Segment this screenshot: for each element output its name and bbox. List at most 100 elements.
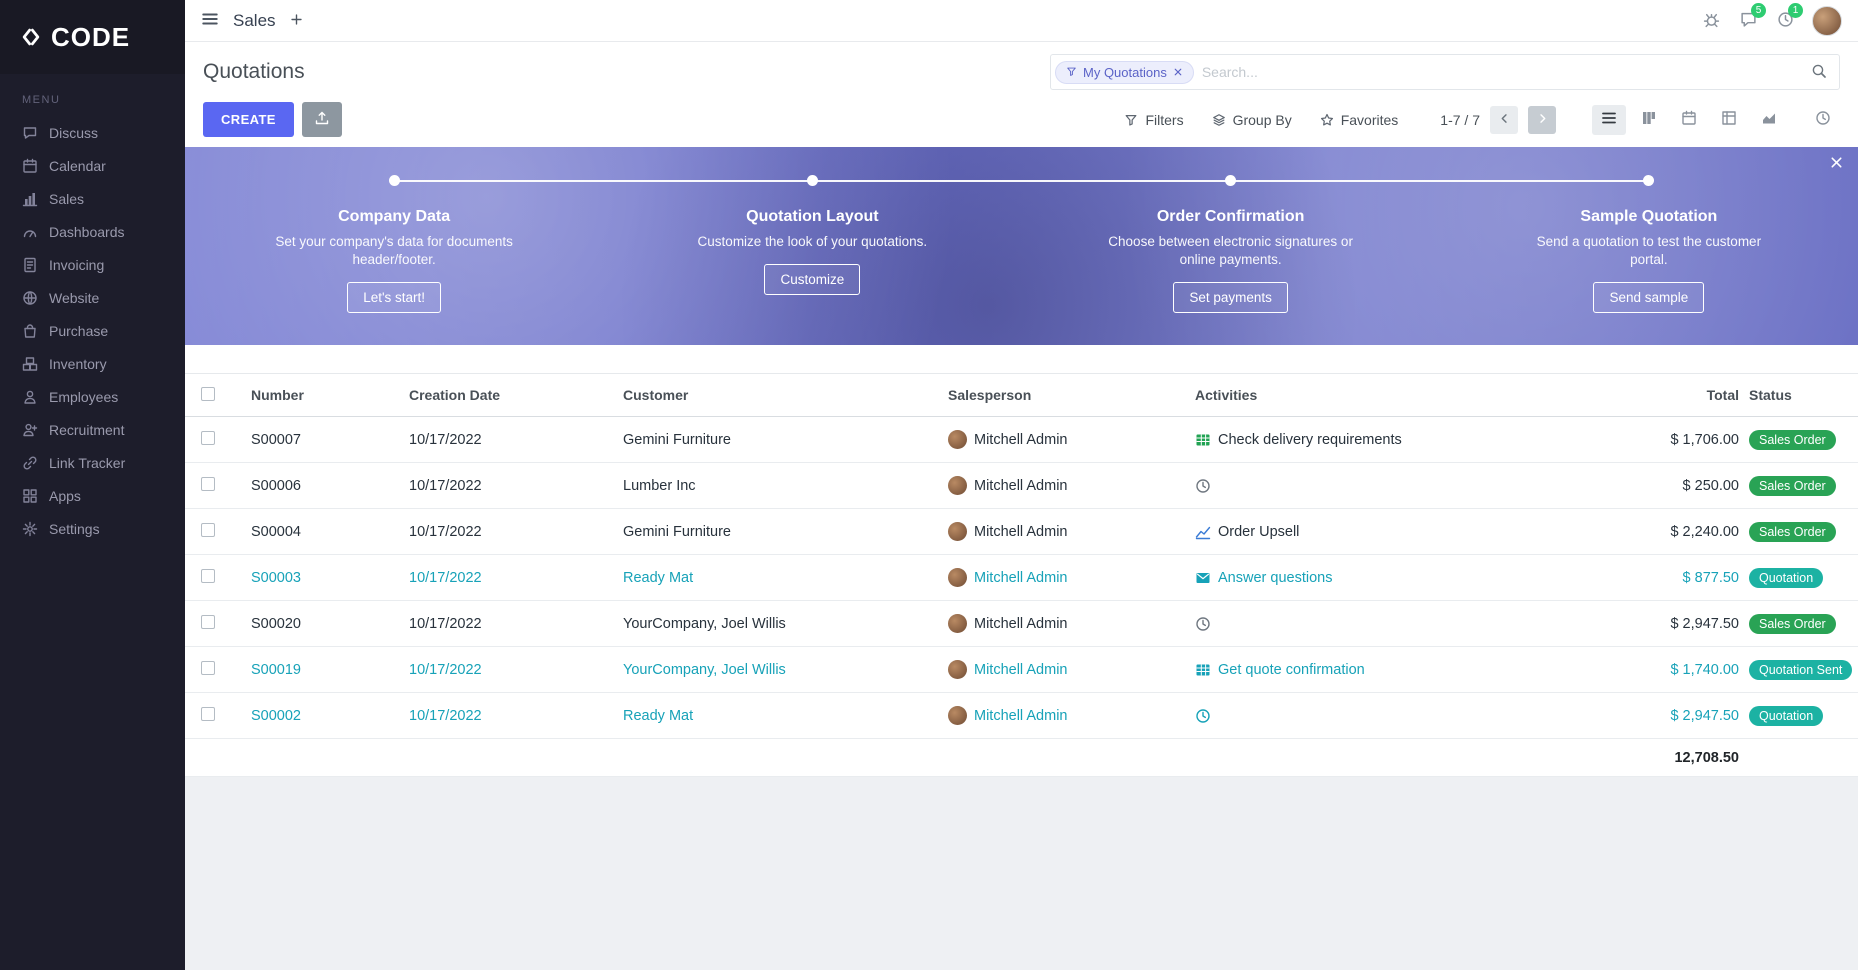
cell-salesperson[interactable]: Mitchell Admin — [948, 430, 1195, 449]
table-row[interactable]: S00020 10/17/2022 YourCompany, Joel Will… — [185, 601, 1858, 647]
hamburger-menu-button[interactable] — [199, 8, 221, 33]
debug-button[interactable] — [1701, 9, 1722, 33]
cell-number[interactable]: S00020 — [251, 615, 301, 632]
favorites-button[interactable]: Favorites — [1320, 112, 1398, 128]
cell-customer[interactable]: Lumber Inc — [623, 477, 696, 494]
sidebar-item[interactable]: Inventory — [0, 347, 185, 380]
view-switch-graph[interactable] — [1752, 105, 1786, 135]
column-header-salesperson[interactable]: Salesperson — [948, 387, 1032, 403]
sidebar-item[interactable]: Website — [0, 281, 185, 314]
row-checkbox[interactable] — [201, 430, 215, 445]
view-switch-list[interactable] — [1592, 104, 1626, 135]
cell-customer[interactable]: Ready Mat — [623, 569, 694, 586]
cell-salesperson[interactable]: Mitchell Admin — [948, 660, 1195, 679]
table-row[interactable]: S00003 10/17/2022 Ready Mat Mitchell Adm… — [185, 555, 1858, 601]
current-app-title[interactable]: Sales — [233, 10, 276, 30]
cell-activities[interactable]: Check delivery requirements — [1195, 432, 1623, 448]
table-row[interactable]: S00004 10/17/2022 Gemini Furniture Mitch… — [185, 509, 1858, 555]
cell-salesperson[interactable]: Mitchell Admin — [948, 522, 1195, 541]
cell-creation-date[interactable]: 10/17/2022 — [409, 661, 482, 678]
search-submit-button[interactable] — [1809, 61, 1829, 84]
sidebar-item[interactable]: Apps — [0, 479, 185, 512]
add-tab-button[interactable] — [288, 11, 305, 31]
facet-remove-icon[interactable] — [1173, 67, 1183, 77]
group-by-button[interactable]: Group By — [1212, 112, 1292, 128]
sidebar-item[interactable]: Employees — [0, 380, 185, 413]
table-row[interactable]: S00019 10/17/2022 YourCompany, Joel Will… — [185, 647, 1858, 693]
cell-activities[interactable]: Answer questions — [1195, 570, 1623, 586]
cell-activities[interactable] — [1195, 708, 1623, 724]
cell-activities[interactable] — [1195, 616, 1623, 632]
cell-creation-date[interactable]: 10/17/2022 — [409, 615, 482, 632]
table-row[interactable]: S00002 10/17/2022 Ready Mat Mitchell Adm… — [185, 693, 1858, 739]
export-button[interactable] — [301, 102, 342, 137]
sidebar-item[interactable]: Settings — [0, 512, 185, 545]
cell-number[interactable]: S00002 — [251, 707, 301, 724]
sidebar-item[interactable]: Link Tracker — [0, 446, 185, 479]
activities-button[interactable]: 1 — [1775, 2, 1803, 33]
cell-number[interactable]: S00019 — [251, 661, 301, 678]
brand-logo[interactable]: CODE — [0, 0, 185, 74]
banner-close-button[interactable] — [1829, 155, 1844, 173]
row-checkbox[interactable] — [201, 476, 215, 491]
column-header-activities[interactable]: Activities — [1195, 387, 1258, 403]
row-checkbox[interactable] — [201, 568, 215, 583]
filters-button[interactable]: Filters — [1124, 112, 1184, 128]
view-switch-pivot[interactable] — [1712, 105, 1746, 135]
pager-next-button[interactable] — [1528, 105, 1556, 134]
step-action-button[interactable]: Let's start! — [347, 282, 442, 314]
sidebar-item[interactable]: Discuss — [0, 116, 185, 149]
column-header-number[interactable]: Number — [251, 387, 304, 403]
cell-customer[interactable]: Ready Mat — [623, 707, 694, 724]
step-action-button[interactable]: Set payments — [1173, 282, 1288, 314]
cell-creation-date[interactable]: 10/17/2022 — [409, 477, 482, 494]
step-action-button[interactable]: Send sample — [1593, 282, 1705, 314]
cell-number[interactable]: S00003 — [251, 569, 301, 586]
sidebar-item[interactable]: Recruitment — [0, 413, 185, 446]
sidebar-item[interactable]: Calendar — [0, 149, 185, 182]
select-all-checkbox[interactable] — [201, 386, 215, 401]
cell-customer[interactable]: YourCompany, Joel Willis — [623, 615, 786, 632]
cell-customer[interactable]: YourCompany, Joel Willis — [623, 661, 786, 678]
messages-button[interactable]: 5 — [1738, 2, 1766, 33]
search-bar[interactable]: My Quotations — [1050, 54, 1840, 90]
view-switch-calendar[interactable] — [1672, 105, 1706, 135]
cell-number[interactable]: S00007 — [251, 431, 301, 448]
sidebar-item[interactable]: Purchase — [0, 314, 185, 347]
row-checkbox[interactable] — [201, 614, 215, 629]
cell-number[interactable]: S00006 — [251, 477, 301, 494]
table-row[interactable]: S00007 10/17/2022 Gemini Furniture Mitch… — [185, 417, 1858, 463]
create-button[interactable]: CREATE — [203, 102, 294, 137]
column-header-status[interactable]: Status — [1749, 387, 1792, 403]
cell-activities[interactable]: Order Upsell — [1195, 524, 1623, 540]
user-avatar[interactable] — [1812, 5, 1842, 36]
row-checkbox[interactable] — [201, 522, 215, 537]
cell-creation-date[interactable]: 10/17/2022 — [409, 569, 482, 586]
cell-customer[interactable]: Gemini Furniture — [623, 431, 731, 448]
search-input[interactable] — [1201, 64, 1801, 80]
cell-salesperson[interactable]: Mitchell Admin — [948, 568, 1195, 587]
row-checkbox[interactable] — [201, 706, 215, 721]
cell-activities[interactable]: Get quote confirmation — [1195, 662, 1623, 678]
search-facet-my-quotations[interactable]: My Quotations — [1055, 60, 1194, 84]
column-header-total[interactable]: Total — [1706, 387, 1739, 403]
column-header-customer[interactable]: Customer — [623, 387, 689, 403]
column-header-creation-date[interactable]: Creation Date — [409, 387, 501, 403]
table-row[interactable]: S00006 10/17/2022 Lumber Inc Mitchell Ad… — [185, 463, 1858, 509]
pager-previous-button[interactable] — [1490, 105, 1518, 134]
cell-salesperson[interactable]: Mitchell Admin — [948, 614, 1195, 633]
cell-creation-date[interactable]: 10/17/2022 — [409, 431, 482, 448]
cell-salesperson[interactable]: Mitchell Admin — [948, 476, 1195, 495]
cell-salesperson[interactable]: Mitchell Admin — [948, 706, 1195, 725]
sidebar-item[interactable]: Invoicing — [0, 248, 185, 281]
cell-number[interactable]: S00004 — [251, 523, 301, 540]
cell-customer[interactable]: Gemini Furniture — [623, 523, 731, 540]
cell-creation-date[interactable]: 10/17/2022 — [409, 707, 482, 724]
view-switch-kanban[interactable] — [1632, 105, 1666, 135]
cell-creation-date[interactable]: 10/17/2022 — [409, 523, 482, 540]
row-checkbox[interactable] — [201, 660, 215, 675]
view-switch-activity[interactable] — [1806, 105, 1840, 135]
sidebar-item[interactable]: Sales — [0, 182, 185, 215]
cell-activities[interactable] — [1195, 478, 1623, 494]
sidebar-item[interactable]: Dashboards — [0, 215, 185, 248]
